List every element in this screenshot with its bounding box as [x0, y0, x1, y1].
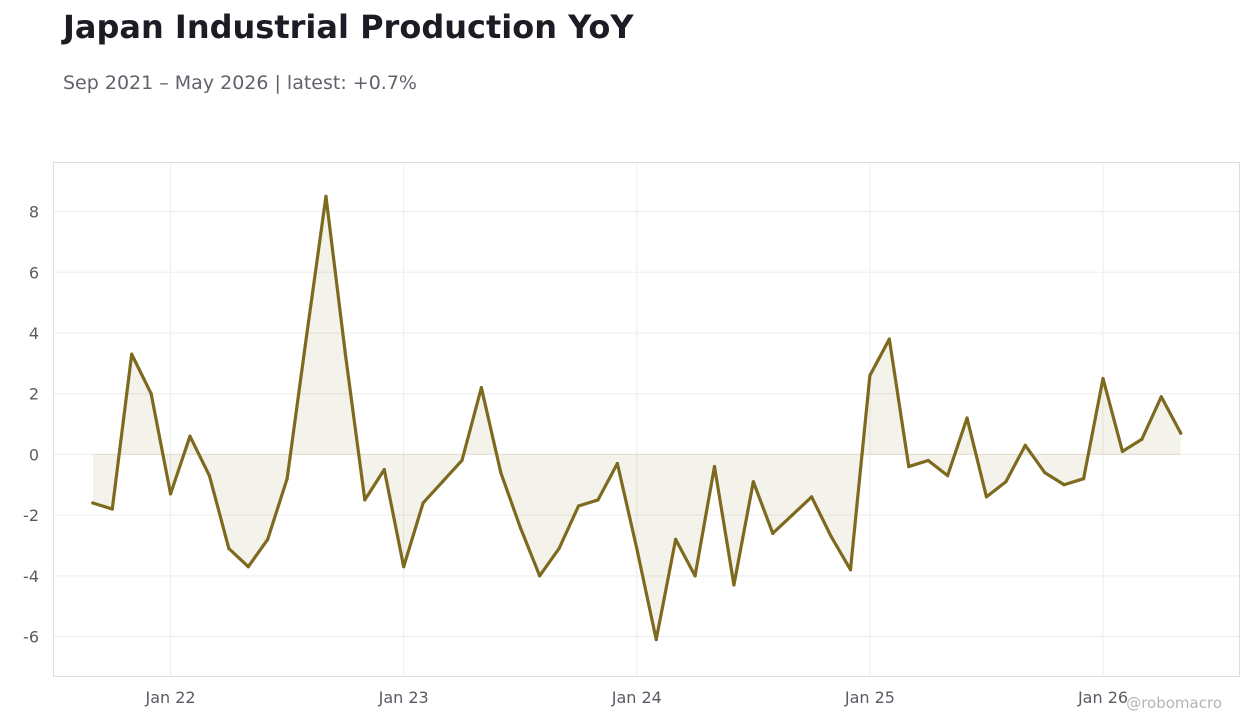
data-point [440, 480, 445, 484]
data-point [1043, 471, 1047, 475]
data-point [615, 461, 619, 466]
data-point [227, 546, 231, 551]
data-point [246, 565, 250, 569]
watermark: @robomacro [1126, 694, 1222, 712]
data-point [499, 471, 503, 475]
y-tick-label: -2 [23, 506, 39, 525]
y-tick-label: 0 [29, 445, 39, 464]
grid-lines [54, 163, 1239, 676]
area-fill [92, 196, 1181, 640]
data-point [421, 501, 425, 505]
data-point [460, 458, 464, 463]
data-point [1004, 480, 1008, 484]
data-point [168, 492, 173, 496]
data-point [557, 546, 561, 551]
data-point [1081, 477, 1086, 481]
y-tick-label: -4 [23, 567, 39, 586]
data-point [771, 531, 775, 535]
data-point [130, 352, 134, 356]
y-axis-ticks: 8 6 4 2 0 -2 -4 -6 [23, 203, 39, 647]
data-point [596, 498, 600, 502]
data-point [926, 458, 930, 463]
data-point [693, 574, 697, 578]
y-tick-label: 2 [29, 385, 39, 404]
x-tick-label: Jan 22 [145, 688, 196, 707]
data-point [1179, 431, 1183, 435]
chart-subtitle: Sep 2021 – May 2026 | latest: +0.7% [63, 72, 417, 94]
data-point [576, 504, 581, 508]
data-point [674, 537, 678, 542]
data-point [149, 392, 153, 396]
data-point [829, 534, 833, 538]
data-point [538, 574, 542, 578]
data-point [965, 416, 969, 420]
plot-frame [53, 162, 1240, 677]
y-tick-label: -6 [23, 628, 39, 647]
data-point [810, 495, 814, 499]
data-point [479, 386, 483, 390]
data-point [207, 474, 212, 478]
x-tick-label: Jan 23 [378, 688, 429, 707]
data-point [1101, 376, 1105, 381]
data-point [1120, 449, 1125, 453]
x-axis-ticks: Jan 22 Jan 23 Jan 24 Jan 25 Jan 26 [145, 688, 1129, 707]
data-point [790, 513, 794, 517]
data-point [266, 537, 270, 542]
data-point [343, 352, 347, 356]
data-point [363, 498, 367, 502]
chart-title: Japan Industrial Production YoY [63, 8, 634, 46]
data-point [304, 334, 309, 338]
data-point [1140, 437, 1144, 441]
data-point [382, 467, 386, 472]
data-point [324, 194, 328, 198]
data-point [946, 474, 950, 478]
data-point [868, 373, 872, 378]
data-point [285, 477, 289, 481]
data-point [518, 525, 522, 529]
data-point [188, 434, 192, 438]
data-point [907, 464, 911, 469]
y-tick-label: 6 [29, 263, 39, 282]
data-point [848, 568, 853, 572]
x-tick-label: Jan 26 [1077, 688, 1128, 707]
x-tick-label: Jan 25 [844, 688, 895, 707]
data-point [635, 546, 639, 551]
data-point [984, 495, 989, 499]
data-point [1159, 395, 1163, 399]
data-point [402, 565, 406, 569]
data-point [751, 480, 755, 484]
data-point [712, 464, 717, 469]
data-point [887, 337, 891, 341]
y-tick-label: 4 [29, 324, 39, 343]
x-tick-label: Jan 24 [611, 688, 662, 707]
y-tick-label: 8 [29, 203, 39, 222]
data-point [91, 501, 95, 505]
data-point [654, 637, 658, 642]
points [91, 194, 1183, 642]
data-point [1023, 443, 1027, 447]
data-point [732, 583, 736, 587]
data-point [1062, 483, 1066, 487]
area-fill-path [92, 196, 1181, 640]
data-point [110, 507, 114, 511]
